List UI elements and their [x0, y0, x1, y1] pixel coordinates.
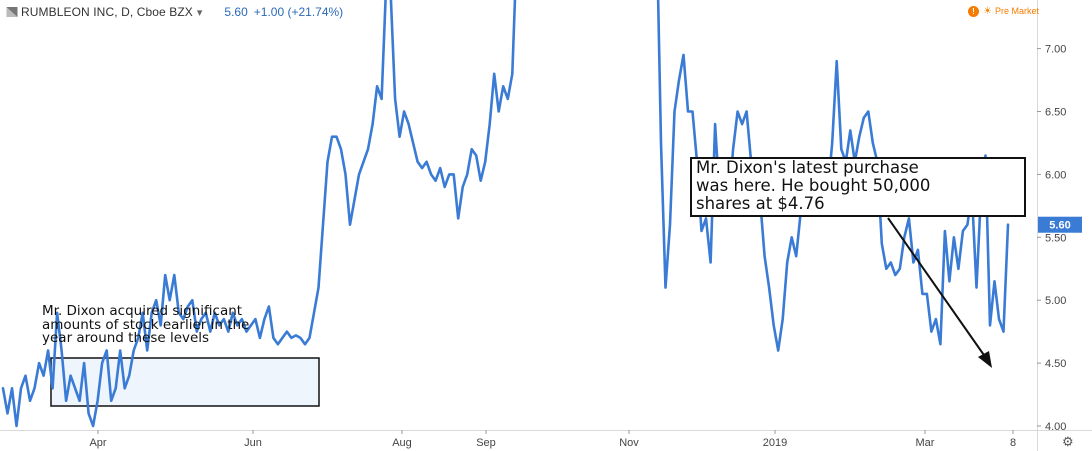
- x-tick-label: Apr: [89, 437, 106, 449]
- y-tick-label: 4.50: [1045, 358, 1066, 370]
- annotation-box: [50, 357, 320, 407]
- annotation-left-line: amounts of stock earlier in the: [42, 316, 250, 333]
- last-price: 5.60: [224, 5, 248, 19]
- chart-header: RUMBLEON INC, D, Cboe BZX ▾ 5.60 +1.00 (…: [6, 4, 343, 20]
- x-axis: Apr Jun Aug Sep Nov 2019 Mar 8: [89, 430, 1016, 449]
- gear-icon[interactable]: ⚙: [1062, 434, 1074, 449]
- last-price-tag-bg: [1038, 216, 1082, 233]
- y-tick-label: 4.00: [1045, 421, 1066, 433]
- price-line: [1, 0, 1010, 428]
- annotation-right: Mr. Dixon's latest purchase was here. He…: [690, 157, 1026, 217]
- annotation-right-line: was here. He bought 50,000: [696, 176, 931, 195]
- annotation-left-line: year around these levels: [42, 330, 210, 346]
- premarket-indicator[interactable]: ! ☀ Pre Market: [968, 4, 1039, 18]
- x-tick-label: Aug: [392, 437, 412, 449]
- y-axis: 4.004.505.005.506.006.507.007.508.008.50…: [1037, 44, 1066, 433]
- annotation-arrow: [887, 217, 987, 359]
- sun-icon: ☀: [983, 5, 992, 17]
- y-tick-label: 5.50: [1045, 232, 1066, 244]
- x-tick-label: Jun: [244, 437, 262, 449]
- x-tick-label: 8: [1010, 437, 1016, 449]
- last-price-tag-label: 5.60: [1049, 220, 1070, 232]
- annotation-right-line: shares at $4.76: [696, 194, 825, 213]
- x-tick-label: Sep: [476, 437, 496, 449]
- annotation-arrowhead: [978, 351, 992, 368]
- y-tick-label: 6.00: [1045, 169, 1066, 181]
- last-price-tag: 5.60: [1038, 216, 1082, 233]
- rumbleon-logo-icon: [6, 7, 18, 17]
- ticker-line[interactable]: RUMBLEON INC, D, Cboe BZX: [21, 5, 193, 19]
- y-tick-label: 6.50: [1045, 107, 1066, 119]
- annotation-right-line: Mr. Dixon's latest purchase: [696, 158, 919, 177]
- annotation-left: Mr. Dixon acquired significant amounts o…: [42, 303, 250, 346]
- premarket-label: Pre Market: [994, 6, 1039, 16]
- chevron-down-icon[interactable]: ▾: [196, 6, 203, 19]
- y-tick-label: 7.00: [1045, 44, 1066, 56]
- alert-icon: !: [968, 5, 979, 17]
- price-change: +1.00 (+21.74%): [253, 5, 344, 19]
- x-tick-label: Mar: [916, 437, 935, 449]
- annotation-left-line: Mr. Dixon acquired significant: [42, 303, 243, 319]
- x-tick-label: 2019: [763, 437, 787, 449]
- x-tick-label: Nov: [619, 437, 639, 449]
- y-tick-label: 5.00: [1045, 295, 1066, 307]
